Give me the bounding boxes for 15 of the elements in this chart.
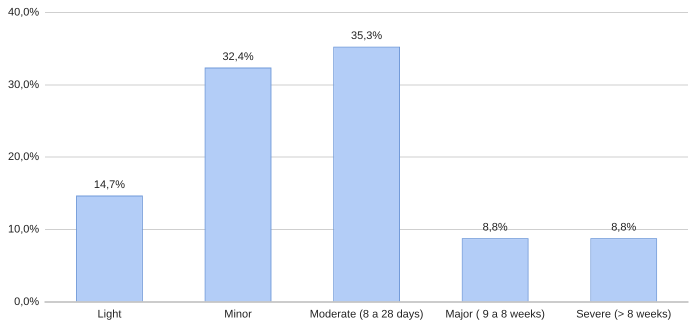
y-tick-label: 40,0% <box>8 6 40 19</box>
data-label: 35,3% <box>350 30 382 42</box>
y-tick-label: 20,0% <box>8 151 40 164</box>
x-tick-label: Light <box>98 308 122 320</box>
y-tick-label: 0,0% <box>14 296 40 308</box>
data-label: 32,4% <box>222 51 254 64</box>
y-tick-label: 10,0% <box>8 224 40 236</box>
x-tick-label: Major ( 9 a 8 weeks) <box>445 308 545 320</box>
data-label: 8,8% <box>611 222 636 234</box>
x-tick-label: Minor <box>224 308 252 320</box>
y-tick-label: 30,0% <box>8 78 40 91</box>
x-tick-label: Moderate (8 a 28 days) <box>310 308 424 320</box>
data-label: 14,7% <box>94 179 126 192</box>
x-tick-label: Severe (> 8 weeks) <box>576 308 672 320</box>
data-label: 8,8% <box>482 222 508 234</box>
